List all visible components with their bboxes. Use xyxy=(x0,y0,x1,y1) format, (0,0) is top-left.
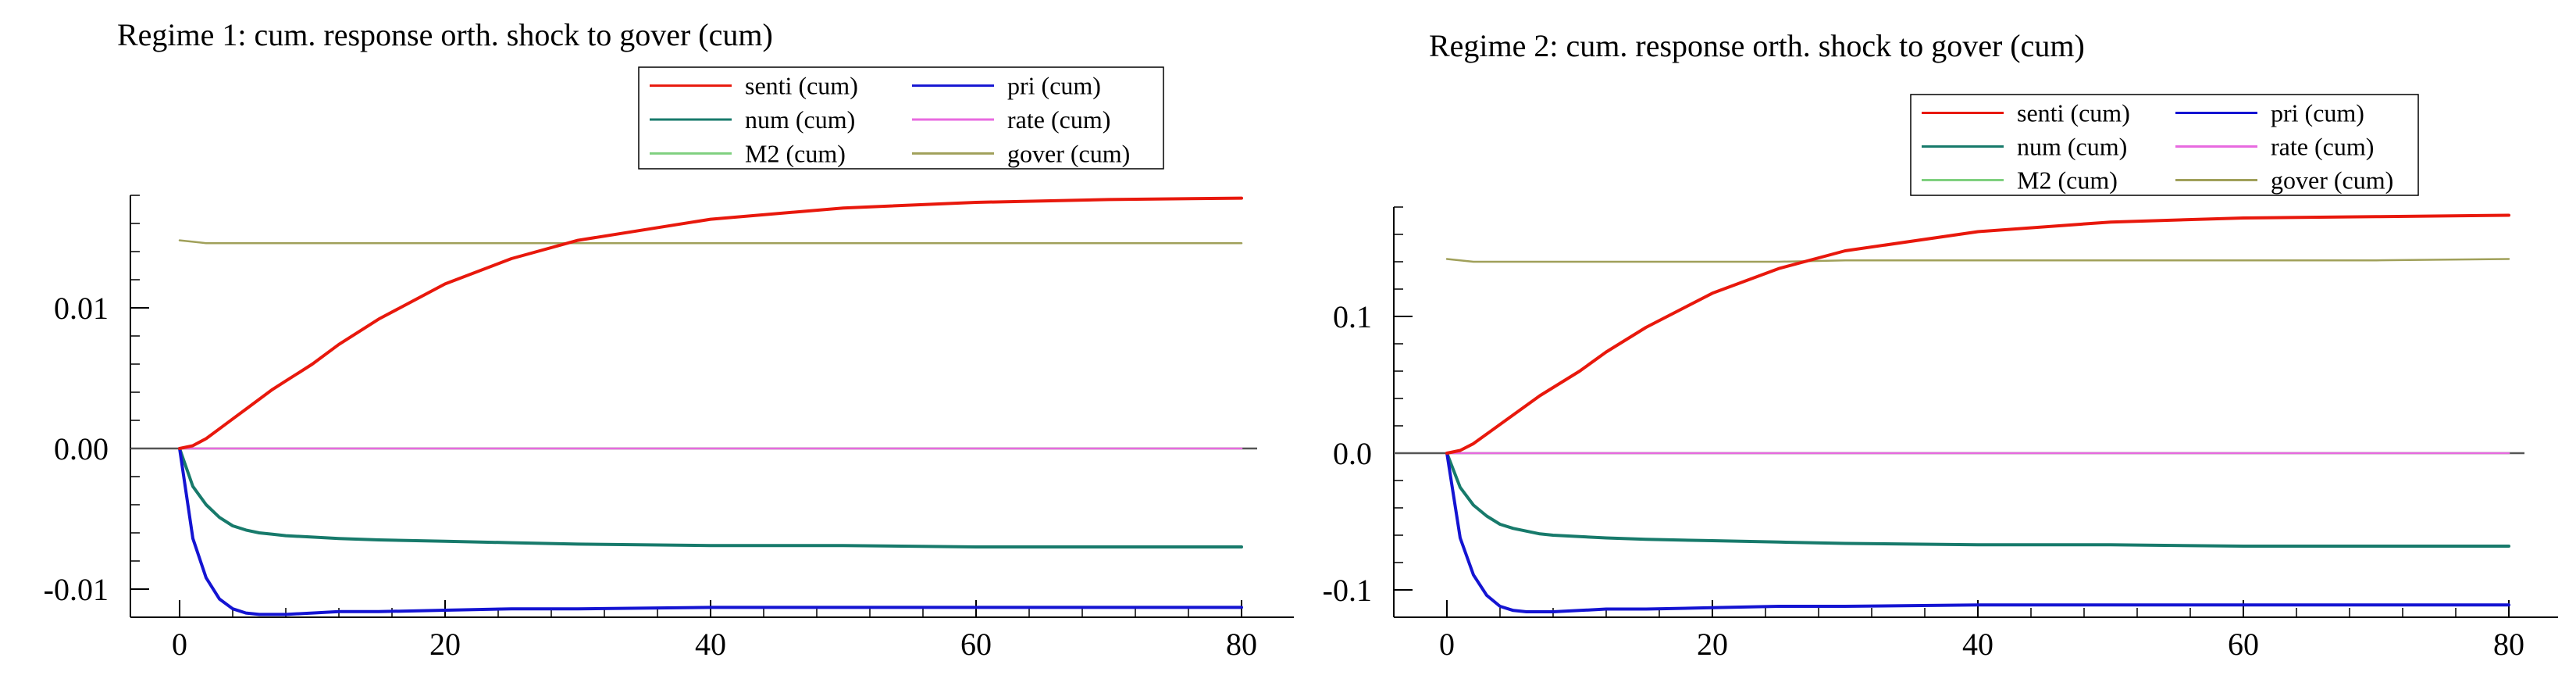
series-line-num xyxy=(1445,452,2510,548)
legend-box xyxy=(638,66,1164,170)
y-tick-label: -0.1 xyxy=(1323,573,1372,608)
legend-label: gover (cum) xyxy=(1007,139,1130,167)
x-tick-label: 80 xyxy=(1226,627,1257,662)
legend-label: rate (cum) xyxy=(2271,133,2374,161)
y-tick-label: 0.00 xyxy=(54,431,109,466)
legend-label: M2 (cum) xyxy=(2017,166,2118,195)
x-tick-label: 60 xyxy=(2228,627,2259,662)
legend-label: num (cum) xyxy=(2017,133,2127,161)
x-tick-label: 0 xyxy=(1439,627,1455,662)
chart-panel-regime-1: Regime 1: cum. response orth. shock to g… xyxy=(44,17,1294,662)
series-line-pri xyxy=(1445,452,2510,613)
legend: senti (cum) pri (cum) num (cum) rate (cum) M… xyxy=(638,66,1164,170)
legend-label: rate (cum) xyxy=(1007,105,1110,134)
legend-label: senti (cum) xyxy=(745,72,858,100)
series-line-gover xyxy=(178,239,1243,245)
series-line-senti xyxy=(178,196,1243,450)
x-tick-label: 80 xyxy=(2493,627,2524,662)
series-line-senti xyxy=(1445,213,2510,455)
x-tick-label: 40 xyxy=(695,627,726,662)
y-tick-label: 0.1 xyxy=(1333,299,1372,334)
legend-label: pri (cum) xyxy=(2271,99,2364,127)
legend-label: num (cum) xyxy=(745,105,855,134)
legend: senti (cum) pri (cum) num (cum) rate (cum) M… xyxy=(1910,94,2419,196)
chart-title: Regime 1: cum. response orth. shock to g… xyxy=(117,17,773,52)
y-tick-label: -0.01 xyxy=(44,572,109,607)
chart-panel-regime-2: Regime 2: cum. response orth. shock to g… xyxy=(1323,28,2558,662)
x-tick-label: 40 xyxy=(1962,627,1993,662)
x-tick-label: 0 xyxy=(172,627,187,662)
legend-label: senti (cum) xyxy=(2017,99,2130,127)
x-tick-label: 20 xyxy=(429,627,461,662)
legend-label: gover (cum) xyxy=(2271,166,2393,195)
y-tick-label: 0.0 xyxy=(1333,436,1372,471)
legend-label: M2 (cum) xyxy=(745,139,846,167)
series-line-pri xyxy=(178,447,1243,616)
legend-label: pri (cum) xyxy=(1007,72,1101,100)
y-tick-label: 0.01 xyxy=(54,291,109,326)
x-tick-label: 20 xyxy=(1697,627,1728,662)
series-line-gover xyxy=(1445,258,2510,263)
chart-title: Regime 2: cum. response orth. shock to g… xyxy=(1429,28,2085,63)
x-tick-label: 60 xyxy=(960,627,992,662)
series-line-num xyxy=(178,447,1243,548)
legend-box xyxy=(1910,94,2419,196)
